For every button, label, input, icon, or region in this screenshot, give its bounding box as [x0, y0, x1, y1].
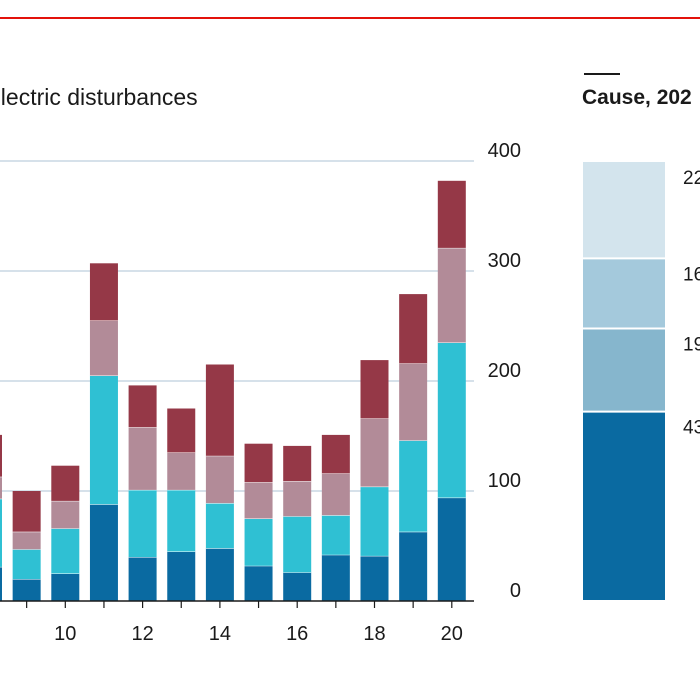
chart-title: electric disturbances: [0, 84, 198, 110]
legend-stack: 22 16 19 43: [583, 162, 700, 600]
bar-segment: [0, 498, 2, 567]
x-tick-label: 16: [286, 623, 308, 645]
legend-segment: [583, 258, 665, 329]
bar-segment: [51, 500, 80, 529]
bar-segment: [128, 557, 157, 601]
bar-segment: [12, 491, 41, 532]
x-tick-label: 18: [363, 623, 385, 645]
bar-segment: [399, 531, 428, 601]
legend-title: Cause, 202: [582, 86, 692, 109]
bar-segment: [244, 443, 273, 483]
bar-segment: [0, 476, 2, 499]
bar-segment: [12, 549, 41, 579]
x-tick-label: 10: [54, 623, 76, 645]
bar-segment: [167, 452, 196, 490]
bar-segment: [89, 375, 118, 505]
bar-segment: [244, 565, 273, 601]
bar-segment: [360, 418, 389, 487]
bar-segment: [321, 515, 350, 555]
y-tick-label: 400: [488, 140, 521, 162]
legend-rule: [584, 73, 620, 75]
y-tick-label: 200: [488, 360, 521, 382]
bar-segment: [283, 481, 312, 517]
legend-segment: [583, 162, 665, 259]
bar-segment: [51, 465, 80, 501]
axes: 01002003004008101214161820: [0, 140, 521, 645]
bar-segment: [89, 504, 118, 601]
bar-segment: [399, 294, 428, 364]
top-accent-rule: [0, 17, 700, 19]
bar-segment: [321, 473, 350, 516]
bar-segment: [321, 554, 350, 601]
bar-segment: [321, 434, 350, 474]
legend-segment-label: 22: [683, 168, 700, 189]
x-tick-label: 20: [441, 623, 463, 645]
bar-segment: [437, 180, 466, 248]
bar-segment: [128, 385, 157, 428]
y-tick-label: 300: [488, 250, 521, 272]
bar-segment: [12, 531, 41, 550]
bar-segment: [51, 528, 80, 574]
bar-segment: [283, 445, 312, 482]
y-tick-label: 0: [510, 580, 521, 602]
bar-segment: [167, 489, 196, 552]
bar-segment: [437, 497, 466, 601]
bar-segment: [283, 516, 312, 573]
bar-segment: [360, 486, 389, 556]
x-tick-label: 12: [131, 623, 153, 645]
bar-segment: [205, 364, 234, 456]
bar-segment: [0, 434, 2, 477]
bar-segment: [205, 503, 234, 549]
bar-segment: [360, 360, 389, 419]
bar-segment: [360, 555, 389, 601]
bar-segment: [128, 489, 157, 557]
y-tick-label: 100: [488, 470, 521, 492]
bar-segment: [128, 427, 157, 490]
legend-segment-label: 19: [683, 334, 700, 355]
bar-segment: [0, 566, 2, 601]
x-tick-label: 14: [209, 623, 231, 645]
bar-segment: [399, 440, 428, 532]
bar-segment: [89, 263, 118, 321]
legend-segment-label: 43: [683, 418, 700, 439]
bar-segment: [89, 320, 118, 376]
bar-segment: [399, 363, 428, 441]
bar-segment: [167, 551, 196, 601]
bar-segment: [244, 518, 273, 566]
bar-segment: [283, 572, 312, 601]
bars: [0, 180, 466, 601]
legend-segment: [583, 411, 665, 600]
bar-segment: [244, 482, 273, 519]
bar-segment: [51, 573, 80, 601]
legend-segment: [583, 328, 665, 412]
bar-segment: [205, 455, 234, 504]
bar-segment: [205, 548, 234, 601]
bar-segment: [167, 408, 196, 453]
bar-segment: [437, 342, 466, 498]
bar-segment: [12, 579, 41, 601]
bar-segment: [437, 247, 466, 343]
legend-segment-label: 16: [683, 264, 700, 285]
